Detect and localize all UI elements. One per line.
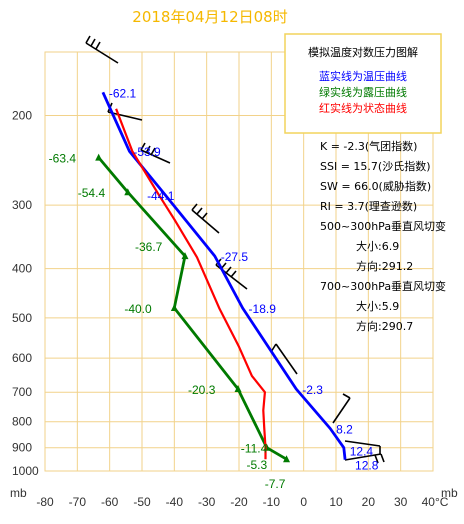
x-tick-label: 20: [362, 495, 376, 509]
y-tick-label: 600: [12, 351, 32, 365]
dewpoint-marker: [234, 385, 242, 393]
legend-entry-parcel: 红实线为状态曲线: [319, 101, 407, 115]
x-unit-label: mb: [441, 486, 458, 500]
temperature-value-label: -27.5: [221, 250, 249, 264]
shear-700-300-heading: 700~300hPa垂直风切变: [320, 279, 446, 293]
x-tick-label: 40°C: [422, 495, 449, 509]
x-tick-label: 0: [300, 495, 307, 509]
x-tick-label: -10: [263, 495, 281, 509]
dewpoint-value-label: -20.3: [188, 383, 216, 397]
wind-barb: [85, 35, 119, 64]
x-tick-label: -80: [36, 495, 54, 509]
chart-title: 2018年04月12日08时: [132, 8, 287, 26]
y-tick-label: 700: [12, 385, 32, 399]
temperature-value-label: 12.8: [355, 459, 379, 473]
ri-index: RI = 3.7(理查逊数): [320, 199, 417, 213]
wind-barb: [140, 142, 171, 164]
axes: -80 -70 -60 -50 -40 -30 -20 -10 0 10 20 30 40°C 200 30…: [12, 109, 449, 509]
legend-entry-dewpoint: 绿实线为露压曲线: [319, 85, 407, 99]
x-tick-label: -60: [101, 495, 119, 509]
parcel-curve: [115, 108, 267, 460]
x-tick-label: -30: [198, 495, 216, 509]
dewpoint-marker: [170, 303, 178, 311]
wind-barb: [344, 440, 381, 454]
dewpoint-value-label: -5.3: [247, 458, 268, 472]
wind-barb: [332, 393, 351, 424]
shear-500-300-heading: 500~300hPa垂直风切变: [320, 219, 446, 233]
wind-barb: [191, 203, 220, 234]
legend-heading: 模拟温度对数压力图解: [308, 45, 418, 59]
shear-500-300-magnitude: 大小:6.9: [356, 239, 399, 253]
shear-500-300-direction: 方向:291.2: [356, 259, 413, 273]
y-unit-label: mb: [10, 486, 27, 500]
wind-barb: [344, 453, 385, 464]
temperature-value-label: -62.1: [109, 86, 137, 100]
temperature-value-label: -18.9: [249, 302, 277, 316]
y-tick-label: 1000: [12, 464, 39, 478]
legend-entry-temperature: 蓝实线为温压曲线: [319, 69, 407, 83]
legend-box: 模拟温度对数压力图解 蓝实线为温压曲线 绿实线为露压曲线 红实线为状态曲线: [284, 33, 442, 134]
ssi-index: SSI = 15.7(沙氏指数): [320, 159, 431, 173]
x-tick-label: -40: [166, 495, 184, 509]
y-tick-label: 800: [12, 415, 32, 429]
dewpoint-marker: [124, 188, 132, 196]
temperature-value-label: -53.9: [133, 145, 161, 159]
dewpoint-value-label: -11.4: [241, 442, 268, 456]
x-tick-label: 10: [329, 495, 343, 509]
x-tick-label: -50: [133, 495, 151, 509]
x-tick-label: 30: [394, 495, 408, 509]
dewpoint-value-label: -36.7: [135, 240, 163, 254]
shear-700-300-direction: 方向:290.7: [356, 319, 413, 333]
dewpoint-marker: [181, 252, 189, 260]
profiles: [95, 91, 347, 463]
y-tick-label: 400: [12, 262, 32, 276]
surface-dewpoint-annotation: -7.7: [265, 477, 286, 491]
dewpoint-value-label: -40.0: [124, 302, 152, 316]
x-tick-label: -70: [69, 495, 87, 509]
dewpoint-value-label: -63.4: [49, 152, 77, 166]
y-tick-label: 500: [12, 311, 32, 325]
sw-index: SW = 66.0(威胁指数): [320, 179, 431, 193]
x-tick-label: -20: [230, 495, 248, 509]
y-tick-label: 300: [12, 198, 32, 212]
shear-700-300-magnitude: 大小:5.9: [356, 299, 399, 313]
temperature-value-label: -2.3: [302, 383, 323, 397]
point-labels: -62.1 -53.9 -44.1 -27.5 -18.9 -2.3 8.2 12.412.8…: [49, 86, 379, 491]
temperature-value-label: 8.2: [336, 423, 353, 437]
y-tick-label: 200: [12, 109, 32, 123]
dewpoint-value-label: -54.4: [78, 186, 106, 200]
dewpoint-marker: [95, 153, 103, 161]
stability-indices: K = -2.3(气团指数) SSI = 15.7(沙氏指数) SW = 66.…: [320, 139, 446, 333]
dewpoint-marker: [283, 455, 291, 463]
y-tick-label: 900: [12, 441, 32, 455]
k-index: K = -2.3(气团指数): [320, 139, 417, 153]
temperature-value-label: 12.4: [350, 445, 374, 459]
temperature-value-label: -44.1: [147, 189, 175, 203]
